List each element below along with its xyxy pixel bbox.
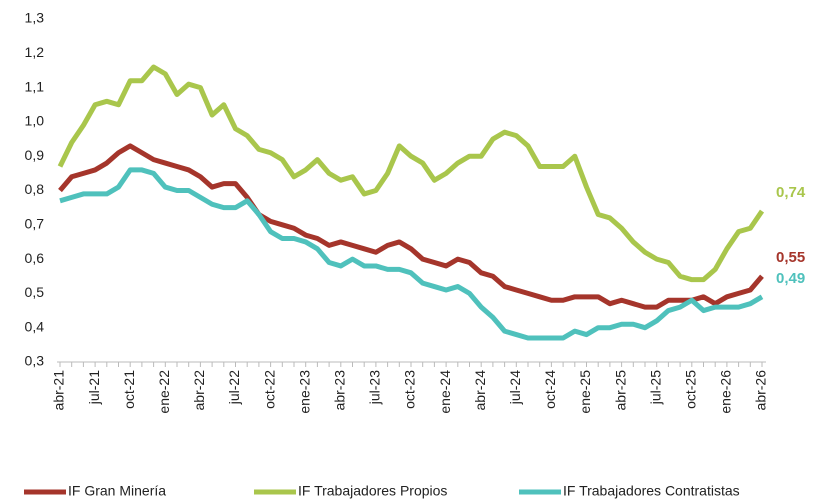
x-tick-label: jul-25 <box>647 370 663 405</box>
x-tick-label: oct-23 <box>402 370 418 409</box>
x-tick-label: abr-26 <box>753 370 769 411</box>
legend-label: IF Trabajadores Propios <box>298 483 447 499</box>
x-tick-label: oct-22 <box>261 370 277 409</box>
x-tick-label: abr-23 <box>332 370 348 411</box>
x-tick-label: jul-23 <box>367 370 383 405</box>
x-tick-label: ene-25 <box>577 370 593 414</box>
end-label: 0,74 <box>776 184 806 201</box>
y-tick-label: 1,1 <box>25 78 45 94</box>
x-tick-label: abr-25 <box>612 370 628 411</box>
x-tick-label: oct-24 <box>542 370 558 409</box>
y-tick-label: 0,9 <box>25 147 45 163</box>
y-tick-label: 0,6 <box>25 250 45 266</box>
x-tick-label: ene-22 <box>156 370 172 414</box>
legend-label: IF Gran Minería <box>68 483 166 499</box>
x-tick-label: oct-25 <box>683 370 699 409</box>
x-tick-label: ene-26 <box>718 370 734 414</box>
y-tick-label: 1,2 <box>25 44 45 60</box>
y-tick-label: 0,3 <box>25 353 45 369</box>
series-line <box>57 64 765 283</box>
y-tick-label: 0,7 <box>25 216 45 232</box>
legend-label: IF Trabajadores Contratistas <box>563 483 740 499</box>
x-tick-label: jul-24 <box>507 370 523 405</box>
x-tick-label: jul-21 <box>86 370 102 405</box>
y-tick-label: 0,5 <box>25 284 45 300</box>
x-tick-label: abr-24 <box>472 370 488 411</box>
x-tick-label: abr-22 <box>191 370 207 411</box>
x-tick-label: ene-23 <box>296 370 312 414</box>
x-tick-label: jul-22 <box>226 370 242 405</box>
end-label: 0,49 <box>776 270 805 287</box>
y-tick-label: 1,3 <box>25 10 45 26</box>
y-tick-label: 0,4 <box>25 318 45 334</box>
x-tick-label: abr-21 <box>51 370 67 411</box>
series-line <box>58 143 764 310</box>
y-tick-label: 1,0 <box>25 113 45 129</box>
series-line <box>59 167 764 341</box>
y-tick-label: 0,8 <box>25 181 45 197</box>
x-tick-label: ene-24 <box>437 370 453 414</box>
end-label: 0,55 <box>776 249 805 266</box>
x-tick-label: oct-21 <box>121 370 137 409</box>
